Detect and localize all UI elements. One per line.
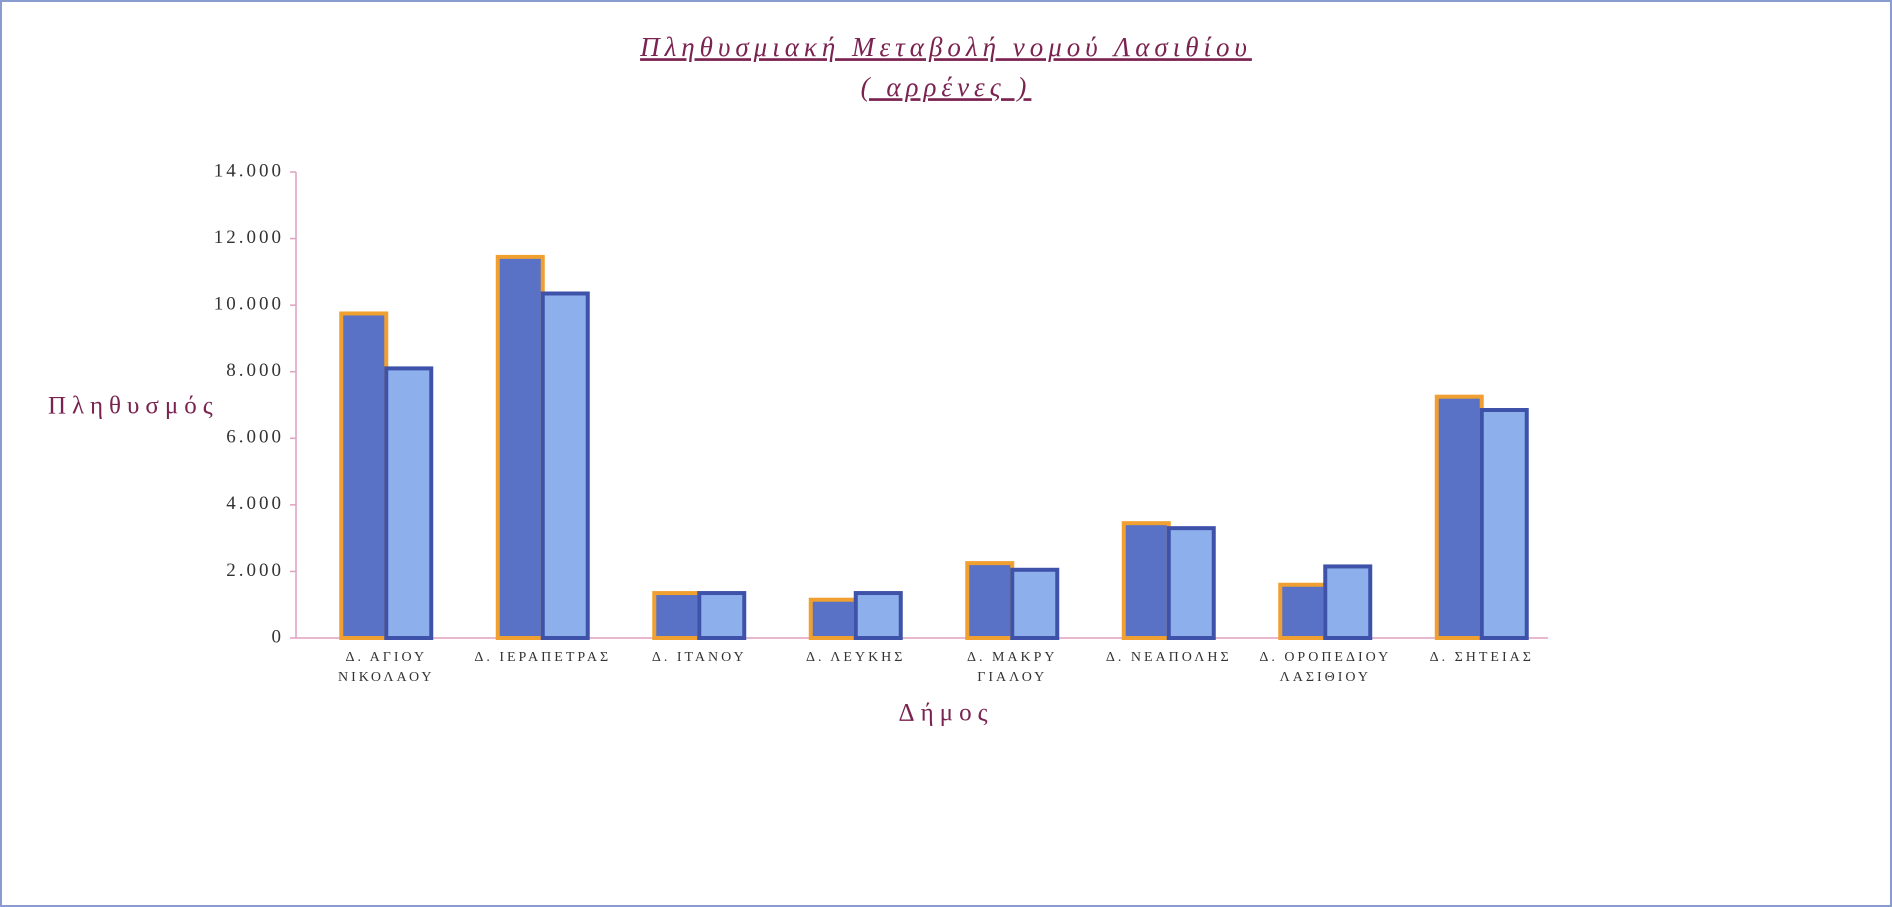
bar [652, 591, 702, 640]
bar [540, 291, 590, 640]
y-tick-label: 8.000 [226, 360, 284, 381]
x-tick-label: Δ. ΟΡΟΠΕΔΙΟΥ ΛΑΣΙΘΙΟΥ [1259, 650, 1392, 685]
bar [697, 591, 747, 640]
x-tick-label: Δ. ΜΑΚΡΥ ΓΙΑΛΟΥ [966, 650, 1058, 685]
bar [339, 311, 389, 640]
bar [1323, 564, 1373, 641]
y-axis-title: Πληθυσμός [48, 393, 219, 420]
y-tick-label: 4.000 [226, 493, 284, 514]
x-tick-label: Δ. ΑΓΙΟΥ ΝΙΚΟΛΑΟΥ [337, 650, 435, 685]
bar [808, 597, 858, 641]
bar [965, 561, 1015, 640]
x-tick-label: Δ. ΙΕΡΑΠΕΤΡΑΣ [474, 650, 612, 665]
y-tick-label: 12.000 [214, 227, 284, 248]
y-tick-label: 14.000 [214, 160, 284, 181]
y-tick-label: 10.000 [214, 294, 284, 315]
bar [495, 254, 545, 640]
x-tick-label: Δ. ΙΤΑΝΟΥ [651, 650, 747, 665]
y-tick-label: 0 [272, 626, 285, 647]
x-tick-label: Δ. ΝΕΑΠΟΛΗΣ [1105, 650, 1232, 665]
bar [1278, 582, 1328, 640]
x-tick-label: Δ. ΛΕΥΚΗΣ [806, 650, 906, 665]
bar [1121, 521, 1171, 641]
chart-subtitle: ( αρρένες ) [861, 72, 1032, 102]
bar [853, 591, 903, 640]
y-tick-label: 6.000 [226, 427, 284, 448]
bar [384, 366, 434, 640]
bar [1479, 407, 1529, 640]
bar [1166, 526, 1216, 641]
chart-title: Πληθυσμιακή Μεταβολή νομού Λασιθίου [639, 32, 1252, 62]
x-axis-title: Δήμος [899, 700, 994, 727]
y-tick-label: 2.000 [226, 560, 284, 581]
bar [1434, 394, 1484, 640]
bar [1010, 567, 1060, 640]
x-tick-label: Δ. ΣΗΤΕΙΑΣ [1429, 650, 1534, 665]
